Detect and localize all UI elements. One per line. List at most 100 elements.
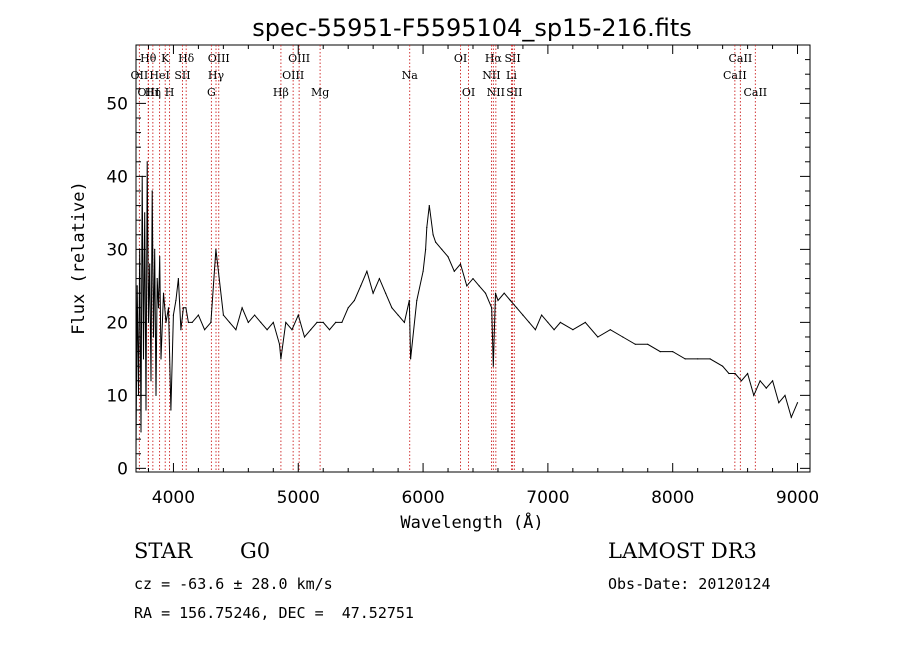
data-point-13 — [151, 190, 153, 192]
data-point-42 — [254, 314, 256, 316]
data-point-91 — [516, 307, 518, 309]
data-point-12 — [150, 380, 152, 382]
data-point-83 — [478, 285, 480, 287]
data-point-9 — [146, 161, 148, 163]
data-point-103 — [622, 336, 624, 338]
data-point-59 — [353, 299, 355, 302]
data-point-70 — [416, 299, 418, 302]
line-mark-label-27: CaII — [743, 86, 767, 99]
line-mark-label-4: Hη — [145, 86, 161, 99]
data-point-77 — [441, 248, 443, 250]
data-point-82 — [472, 278, 474, 280]
data-point-25 — [172, 314, 174, 316]
data-point-119 — [772, 380, 774, 382]
data-point-112 — [728, 372, 730, 375]
data-point-50 — [297, 314, 299, 316]
data-point-34 — [204, 329, 206, 331]
data-point-79 — [453, 270, 455, 272]
emission-line-marks: OII Hθ OIII HeI Hη K SII H Hδ OIII Hγ G Hβ OIII OIII Mg… — [131, 45, 767, 472]
y-tick-label-3: 30 — [106, 240, 128, 260]
y-tick-label-1: 10 — [106, 386, 128, 406]
line-mark-label-21: NII — [482, 69, 500, 82]
data-point-19 — [159, 256, 161, 258]
data-point-60 — [360, 285, 362, 287]
line-mark-label-2: OIII — [137, 86, 159, 99]
data-point-117 — [759, 380, 761, 382]
line-mark-label-5: K — [161, 52, 170, 65]
data-point-69 — [410, 358, 412, 360]
x-tick-label-2: 6000 — [401, 488, 444, 508]
line-mark-label-17: OI — [454, 52, 467, 65]
data-point-35 — [210, 321, 212, 323]
data-point-114 — [740, 380, 743, 382]
data-point-100 — [584, 321, 586, 323]
data-point-110 — [709, 358, 711, 360]
data-point-122 — [790, 416, 792, 418]
data-point-96 — [547, 321, 549, 323]
data-point-27 — [177, 278, 179, 280]
data-point-63 — [378, 278, 380, 280]
data-point-17 — [156, 278, 158, 280]
object-subclass: G0 — [240, 539, 271, 563]
line-mark-label-26: CaII — [723, 69, 747, 82]
data-point-56 — [335, 321, 337, 323]
line-mark-label-10: Hγ — [208, 69, 225, 82]
data-point-55 — [328, 329, 331, 331]
y-tick-label-2: 20 — [106, 313, 128, 333]
x-tick-label-1: 5000 — [277, 488, 320, 508]
data-point-14 — [152, 336, 155, 338]
data-point-116 — [753, 394, 755, 396]
data-point-67 — [403, 321, 405, 323]
line-mark-label-11: G — [207, 86, 216, 99]
line-mark-label-3: HeI — [149, 69, 169, 82]
data-point-113 — [734, 372, 736, 375]
observation-date: Obs-Date: 20120124 — [608, 575, 771, 593]
line-mark-label-7: H — [165, 86, 175, 99]
data-point-23 — [167, 307, 170, 309]
data-point-85 — [491, 307, 493, 309]
data-point-101 — [597, 336, 599, 338]
line-mark-label-20: SII — [504, 52, 520, 65]
data-point-99 — [572, 329, 574, 331]
data-point-6 — [142, 358, 145, 360]
data-point-118 — [765, 387, 767, 389]
data-point-15 — [154, 248, 156, 250]
data-point-41 — [247, 321, 249, 323]
data-point-24 — [170, 409, 172, 411]
data-point-38 — [229, 321, 231, 323]
data-point-109 — [697, 358, 699, 360]
data-point-45 — [272, 321, 274, 323]
y-axis: 0 10 20 30 40 50 — [106, 59, 810, 479]
data-point-26 — [175, 299, 177, 302]
data-point-120 — [778, 402, 780, 404]
data-point-4 — [140, 431, 142, 433]
data-point-76 — [435, 241, 437, 243]
data-point-58 — [347, 307, 349, 309]
data-point-10 — [147, 321, 150, 323]
data-point-18 — [157, 307, 160, 309]
data-point-74 — [428, 205, 430, 207]
data-point-97 — [553, 329, 555, 331]
data-point-107 — [672, 351, 674, 353]
plot-frame — [135, 44, 811, 473]
line-mark-label-25: CaII — [729, 52, 753, 65]
line-mark-label-22: Li — [506, 69, 517, 82]
redshift-value: cz = -63.6 ± 28.0 km/s — [134, 575, 333, 593]
data-point-8 — [145, 409, 147, 411]
data-point-29 — [182, 307, 184, 309]
line-mark-label-1: Hθ — [140, 52, 157, 65]
data-point-11 — [149, 263, 151, 265]
line-mark-label-14: OIII — [282, 69, 304, 82]
data-point-65 — [391, 307, 393, 309]
line-mark-label-9: OIII — [208, 52, 230, 65]
y-tick-label-5: 50 — [106, 94, 128, 114]
data-point-71 — [422, 270, 424, 272]
survey-name: LAMOST DR3 — [608, 539, 757, 563]
data-point-115 — [747, 372, 749, 375]
data-point-21 — [162, 292, 165, 294]
data-point-78 — [447, 256, 449, 258]
data-point-31 — [187, 321, 189, 323]
data-point-20 — [160, 358, 162, 360]
chart-title: spec-55951-F5595104_sp15-216.fits — [252, 14, 691, 42]
line-mark-label-18: OI — [462, 86, 475, 99]
